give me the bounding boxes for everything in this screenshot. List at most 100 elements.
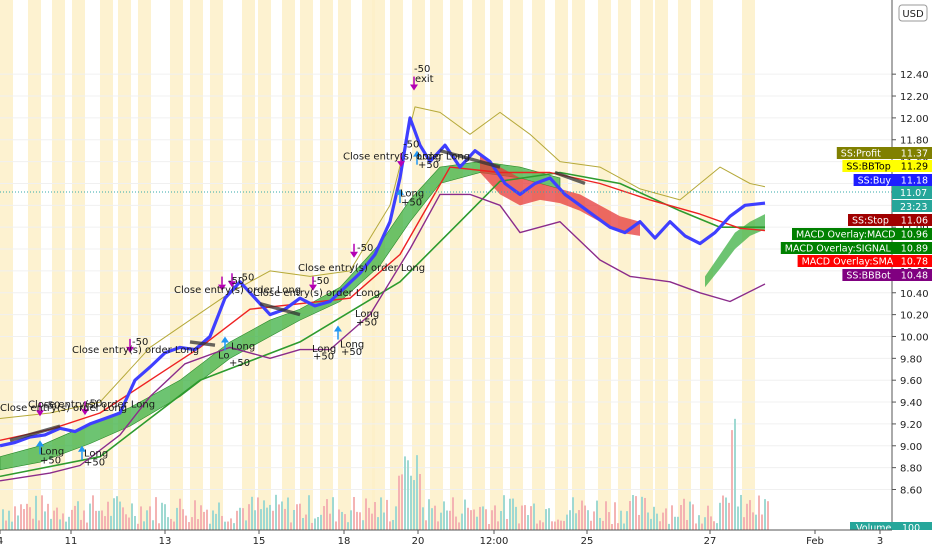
- trade-annotation: Lo: [218, 350, 230, 361]
- macd-ribbon-green-right: [705, 214, 765, 288]
- volume-bar: [653, 506, 655, 530]
- y-tick-label: 12.00: [900, 114, 929, 125]
- session-band: [640, 0, 653, 530]
- volume-bar: [551, 521, 553, 530]
- session-band: [510, 0, 523, 530]
- trade-annotation: Close entry(s) order Long: [28, 400, 155, 411]
- last-price-value: 11.07: [900, 188, 927, 199]
- buy-arrow: [413, 150, 421, 157]
- volume-bar: [626, 511, 628, 530]
- dark-trend-segment: [554, 170, 586, 186]
- volume-bar: [248, 504, 250, 530]
- session-band: [100, 0, 113, 530]
- sell-arrow: [126, 346, 134, 353]
- countdown-badge: [892, 200, 932, 212]
- volume-bar: [263, 500, 265, 530]
- value-tag-name: SS:BBBot: [846, 271, 891, 282]
- volume-bar: [314, 518, 316, 530]
- volume-bar: [638, 514, 640, 530]
- trade-annotation: +50: [418, 160, 439, 171]
- volume-bar: [440, 512, 442, 530]
- trade-annotation: -50: [238, 273, 254, 284]
- volume-bar: [461, 513, 463, 530]
- sell-arrow: [218, 284, 226, 291]
- volume-bar: [257, 497, 259, 530]
- dark-trend-segment: [439, 149, 501, 169]
- x-tick-label: 27: [704, 536, 717, 547]
- trade-annotation: Close entry(s) order Long: [72, 345, 199, 356]
- volume-bar: [41, 495, 43, 530]
- volume-bar: [269, 504, 271, 530]
- value-tag-value: 11.29: [901, 162, 928, 173]
- session-bands: [0, 0, 755, 530]
- volume-bar: [557, 519, 559, 530]
- x-tick-label: 3: [877, 536, 883, 547]
- volume-bar: [218, 502, 220, 530]
- last-price-badge: [892, 186, 932, 199]
- volume-bar: [608, 512, 610, 530]
- volume-bar: [479, 506, 481, 530]
- x-tick-label: 15: [253, 536, 266, 547]
- volume-bar: [578, 510, 580, 530]
- volume-bar: [146, 510, 148, 530]
- volume-bar: [488, 523, 490, 530]
- volume-bar: [161, 502, 163, 530]
- volume-bar: [299, 503, 301, 530]
- volume-bar: [23, 509, 25, 530]
- volume-bar: [680, 504, 682, 530]
- indicator-value-labels: SS:Profit 11.37 SS:BBTop 11.29 SS:Buy 11.18 SS…: [780, 147, 932, 282]
- volume-bar: [443, 501, 445, 530]
- volume-bar: [368, 507, 370, 530]
- buy-arrow: [36, 440, 44, 447]
- volume-bar: [386, 499, 388, 530]
- volume-label-value: 100: [902, 523, 920, 534]
- volume-bar: [713, 521, 715, 530]
- currency-badge[interactable]: [898, 4, 928, 22]
- volume-bar: [83, 510, 85, 530]
- volume-bar: [731, 430, 733, 530]
- volume-bar: [746, 503, 748, 530]
- volume-bar: [743, 517, 745, 530]
- sell-arrow: [397, 161, 405, 168]
- trade-annotation: Close entry(s) order Long: [253, 288, 380, 299]
- volume-bar: [173, 521, 175, 530]
- session-band: [555, 0, 568, 530]
- volume-bar: [425, 520, 427, 530]
- volume-bar: [125, 514, 127, 530]
- volume-bar: [683, 498, 685, 530]
- value-tag-bg: [780, 242, 932, 254]
- volume-bar: [533, 503, 535, 530]
- volume-bar: [131, 503, 133, 530]
- value-tag-name: MACD Overlay:SMA: [802, 257, 894, 268]
- volume-bar: [749, 500, 751, 530]
- value-tag-value: 11.06: [901, 216, 928, 227]
- volume-bar: [305, 514, 307, 530]
- y-tick-label: 10.40: [900, 289, 929, 300]
- volume-bar: [497, 521, 499, 530]
- volume-bar: [689, 501, 691, 530]
- trade-annotation: +50: [401, 197, 422, 208]
- volume-bar: [728, 502, 730, 530]
- session-band: [170, 0, 183, 530]
- volume-bar: [110, 515, 112, 530]
- volume-bar: [716, 523, 718, 530]
- volume-bar: [644, 497, 646, 530]
- dark-trend-segment: [9, 424, 61, 442]
- volume-bar: [104, 516, 106, 530]
- time-axis: [0, 530, 932, 550]
- sell-arrow: [81, 409, 89, 416]
- trade-annotation: Long: [355, 309, 379, 320]
- series-line-sma-slow: [0, 171, 765, 478]
- volume-bar: [761, 514, 763, 530]
- volume-bar: [530, 506, 532, 530]
- volume-bar: [419, 473, 421, 530]
- volume-bar: [569, 510, 571, 530]
- y-tick-label: 11.80: [900, 136, 929, 147]
- volume-bar: [473, 509, 475, 530]
- y-tick-label: 9.80: [900, 354, 922, 365]
- session-band: [742, 0, 755, 530]
- volume-bar: [518, 523, 520, 530]
- volume-bars: [2, 418, 769, 530]
